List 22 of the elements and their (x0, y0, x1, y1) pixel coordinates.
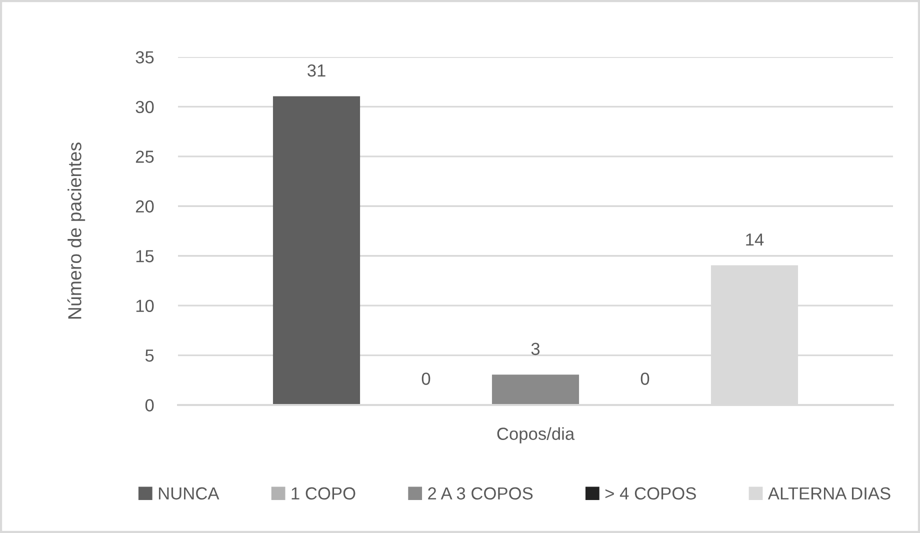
data-label: 31 (308, 64, 326, 77)
bar (272, 96, 360, 405)
y-tick-label: 15 (136, 250, 154, 262)
x-tick-label: Copos/dia (497, 427, 575, 444)
data-label: 0 (422, 372, 430, 385)
legend-label: > 4 COPOS (605, 487, 696, 500)
y-axis-title: Número de pacientes (67, 142, 86, 319)
y-tick-label: 35 (136, 51, 154, 64)
y-tick-label: 5 (145, 350, 154, 362)
legend-label: ALTERNA DIAS (768, 487, 890, 500)
data-label: 14 (746, 234, 764, 246)
y-tick-label: 10 (136, 300, 154, 312)
legend-label: 2 A 3 COPOS (428, 487, 533, 500)
data-label: 3 (531, 342, 540, 356)
y-tick-label: 25 (136, 150, 154, 163)
data-label: 0 (640, 372, 650, 385)
legend-label: NUNCA (158, 487, 220, 500)
y-tick-label: 30 (136, 100, 154, 114)
y-tick-label: 0 (145, 399, 154, 412)
y-tick-label: 20 (136, 200, 154, 213)
bar (492, 374, 580, 405)
legend-label: 1 COPO (292, 487, 356, 500)
